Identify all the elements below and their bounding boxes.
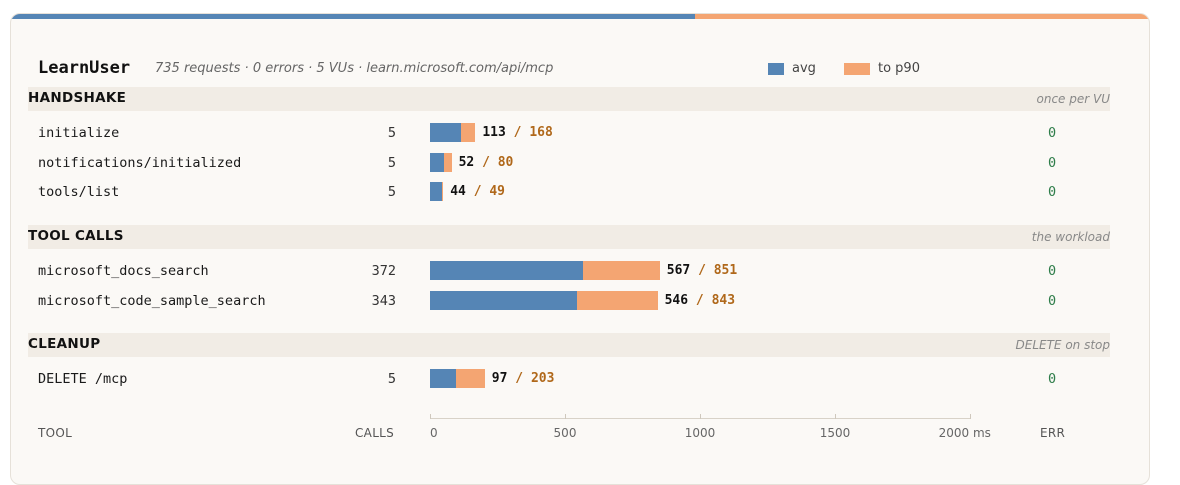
x-tick (970, 414, 971, 419)
x-tick-label: 0 (430, 426, 438, 440)
latency-values: 113 / 168 (482, 125, 552, 140)
legend-avg-swatch (768, 62, 784, 75)
section-note: the workload (1031, 230, 1110, 244)
section-name: CLEANUP (28, 336, 101, 352)
value-separator: / (690, 263, 714, 278)
legend-avg: avg (768, 61, 816, 76)
x-tick-label: 500 (553, 426, 577, 440)
error-count: 0 (1048, 184, 1057, 200)
latency-values: 97 / 203 (492, 371, 555, 386)
legend-avg-label: avg (792, 61, 816, 76)
x-tick (700, 414, 701, 419)
tool-name: microsoft_docs_search (38, 263, 209, 279)
x-tick (835, 414, 836, 419)
call-count: 5 (387, 371, 396, 387)
value-avg: 97 (491, 371, 508, 386)
bar-to-p90 (583, 261, 660, 280)
latency-values: 52 / 80 (459, 155, 514, 170)
legend-p90: to p90 (844, 61, 920, 76)
x-tick (430, 414, 431, 419)
value-avg: 52 (458, 155, 475, 170)
bar-avg (430, 153, 445, 172)
scenario-subtitle: 735 requests · 0 errors · 5 VUs · learn.… (155, 61, 554, 76)
x-tick-label: 1000 (684, 426, 716, 440)
tool-name: tools/list (38, 184, 120, 200)
error-count: 0 (1048, 293, 1057, 309)
x-tick-label: 2000 ms (938, 426, 991, 440)
value-p90: 203 (530, 371, 555, 386)
value-p90: 80 (497, 155, 514, 170)
section-name: HANDSHAKE (28, 90, 127, 106)
value-avg: 546 (664, 293, 689, 308)
call-count: 5 (387, 155, 396, 171)
call-count: 5 (387, 184, 396, 200)
section-header: TOOL CALLS the workload (28, 225, 1110, 249)
value-p90: 851 (713, 263, 738, 278)
tool-name: initialize (38, 125, 120, 141)
bar-to-p90 (444, 153, 452, 172)
x-tick-label: 1500 (819, 426, 851, 440)
footer-err-label: ERR (1040, 426, 1066, 440)
top-accent-bar (11, 14, 1149, 19)
error-count: 0 (1048, 155, 1057, 171)
value-separator: / (505, 125, 530, 140)
error-count: 0 (1048, 371, 1057, 387)
top-accent-avg (11, 14, 695, 19)
legend-p90-label: to p90 (878, 61, 920, 76)
section-note: once per VU (1036, 92, 1110, 106)
scenario-title: LearnUser (38, 58, 131, 78)
call-count: 5 (387, 125, 396, 141)
error-count: 0 (1048, 125, 1057, 141)
error-count: 0 (1048, 263, 1057, 279)
bar-avg (430, 261, 584, 280)
bar-to-p90 (441, 182, 444, 201)
x-tick (565, 414, 566, 419)
value-separator: / (474, 155, 498, 170)
footer-calls-label: CALLS (355, 426, 395, 440)
call-count: 372 (371, 263, 396, 279)
latency-card (10, 13, 1150, 485)
bar-avg (430, 291, 578, 310)
section-header: CLEANUP DELETE on stop (28, 333, 1110, 357)
value-avg: 44 (450, 184, 466, 199)
top-accent-p90 (695, 14, 1149, 19)
section-note: DELETE on stop (1015, 338, 1111, 352)
value-separator: / (507, 371, 531, 386)
tool-name: notifications/initialized (38, 155, 242, 171)
bar-avg (430, 123, 461, 142)
latency-values: 546 / 843 (665, 293, 735, 308)
tool-name: DELETE /mcp (38, 371, 128, 387)
bar-to-p90 (577, 291, 658, 310)
value-p90: 49 (489, 184, 506, 199)
value-p90: 843 (711, 293, 736, 308)
bar-avg (430, 369, 457, 388)
call-count: 343 (371, 293, 396, 309)
bar-avg (430, 182, 442, 201)
value-separator: / (465, 184, 490, 199)
value-avg: 113 (482, 125, 506, 140)
legend-p90-swatch (844, 62, 870, 75)
value-p90: 168 (529, 125, 553, 140)
bar-to-p90 (456, 369, 485, 388)
section-header: HANDSHAKE once per VU (28, 87, 1110, 111)
value-avg: 567 (666, 263, 691, 278)
bar-to-p90 (460, 123, 476, 142)
section-name: TOOL CALLS (28, 228, 124, 244)
latency-values: 567 / 851 (667, 263, 737, 278)
value-separator: / (688, 293, 712, 308)
latency-values: 44 / 49 (450, 184, 505, 199)
tool-name: microsoft_code_sample_search (38, 293, 266, 309)
footer-tool-label: TOOL (38, 426, 73, 440)
